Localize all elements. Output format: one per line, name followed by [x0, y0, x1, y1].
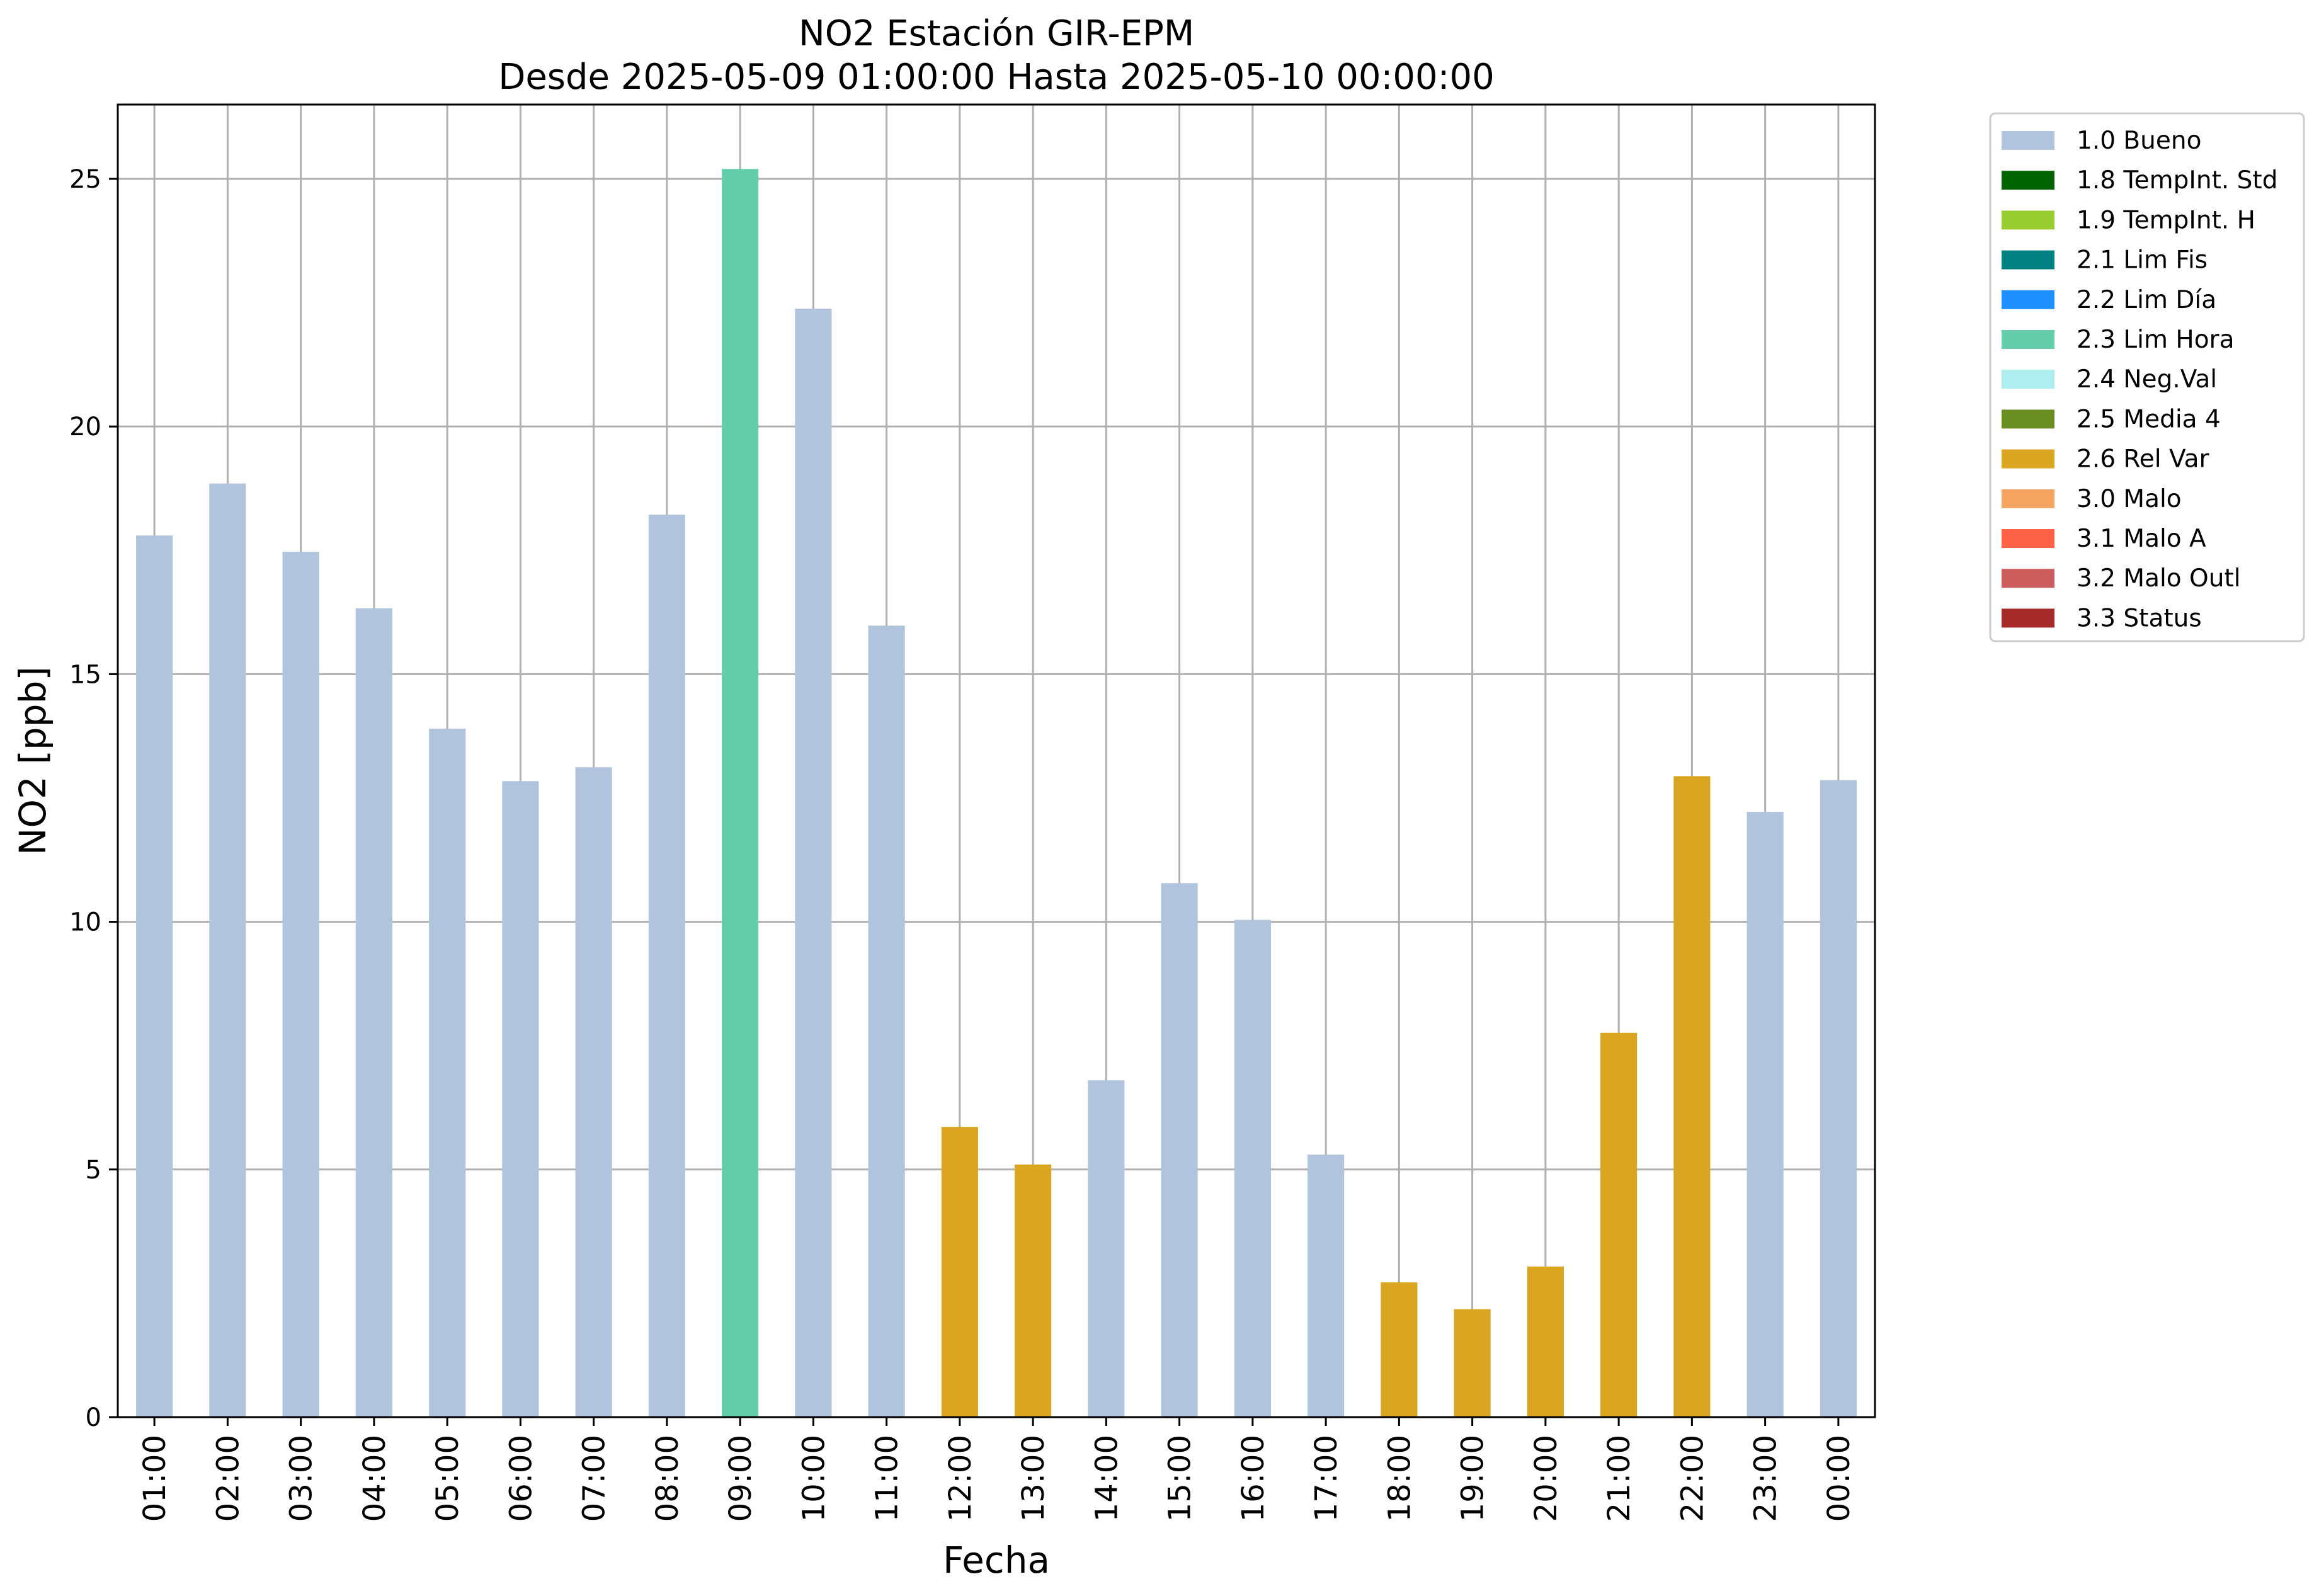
bar [1161, 883, 1198, 1417]
bar [575, 767, 612, 1417]
legend-label: 3.1 Malo A [2077, 525, 2206, 553]
bar [1454, 1309, 1491, 1417]
x-tick-label: 09:00 [723, 1435, 758, 1522]
legend-swatch [2002, 529, 2054, 548]
bar [1234, 920, 1271, 1417]
legend-swatch [2002, 131, 2054, 150]
bar [1381, 1282, 1418, 1417]
legend-swatch [2002, 210, 2054, 230]
x-tick-label: 17:00 [1309, 1435, 1344, 1522]
bar [795, 309, 832, 1417]
bars [136, 169, 1857, 1418]
legend-label: 3.3 Status [2077, 604, 2202, 632]
y-axis: 0 5 10 15 20 25 [69, 165, 118, 1432]
legend-label: 1.0 Bueno [2077, 127, 2201, 155]
legend-label: 2.5 Media 4 [2077, 405, 2221, 433]
bar [1746, 812, 1784, 1417]
legend-label: 1.8 TempInt. Std [2077, 166, 2277, 195]
legend-items: 1.0 Bueno 1.8 TempInt. Std 1.9 TempInt. H 2… [2002, 127, 2277, 632]
chart-title-line1: NO2 Estación GIR-EPM [799, 13, 1194, 54]
y-axis-label: NO2 [ppb] [11, 666, 54, 855]
y-tick-label: 5 [86, 1156, 101, 1185]
legend-swatch [2002, 370, 2054, 389]
x-tick-label: 20:00 [1529, 1435, 1564, 1522]
legend-label: 3.2 Malo Outl [2077, 564, 2241, 593]
x-tick-label: 05:00 [430, 1435, 465, 1522]
x-axis: 01:00 02:00 03:00 04:00 05:00 06:00 07:00 08:00… [137, 1417, 1857, 1522]
x-tick-label: 07:00 [577, 1435, 612, 1522]
legend-label: 2.6 Rel Var [2077, 445, 2210, 474]
legend-swatch [2002, 290, 2054, 309]
legend-label: 3.0 Malo [2077, 485, 2182, 513]
plot-frame [117, 103, 1876, 1418]
bar [1600, 1032, 1638, 1417]
bar [282, 552, 319, 1417]
x-tick-label: 21:00 [1602, 1435, 1637, 1522]
bar [136, 535, 173, 1417]
bar [1015, 1164, 1052, 1417]
x-tick-label: 12:00 [943, 1435, 978, 1522]
y-tick-label: 0 [86, 1403, 101, 1432]
bar [868, 625, 905, 1418]
legend-label: 2.2 Lim Día [2077, 286, 2216, 314]
bar [1088, 1080, 1125, 1417]
x-tick-label: 01:00 [137, 1435, 173, 1522]
bar [429, 728, 466, 1417]
x-axis-label: Fecha [943, 1539, 1050, 1582]
legend-swatch [2002, 409, 2054, 429]
bar [722, 169, 759, 1418]
x-tick-label: 15:00 [1163, 1435, 1198, 1522]
legend-swatch [2002, 250, 2054, 270]
y-tick-label: 25 [69, 165, 101, 194]
bar [1673, 776, 1711, 1417]
y-tick-label: 20 [69, 413, 101, 442]
legend: 1.0 Bueno 1.8 TempInt. Std 1.9 TempInt. H 2… [1989, 112, 2305, 642]
x-tick-label: 06:00 [503, 1435, 538, 1522]
legend-swatch [2002, 569, 2054, 588]
bar [1820, 780, 1857, 1417]
legend-swatch [2002, 489, 2054, 508]
x-tick-label: 16:00 [1236, 1435, 1271, 1522]
legend-label: 2.3 Lim Hora [2077, 326, 2235, 354]
x-tick-label: 19:00 [1456, 1435, 1491, 1522]
x-tick-label: 00:00 [1821, 1435, 1857, 1522]
bar [355, 608, 392, 1417]
bar [1308, 1154, 1345, 1417]
legend-box [1989, 112, 2305, 642]
x-tick-label: 02:00 [210, 1435, 246, 1522]
x-tick-label: 11:00 [870, 1435, 905, 1522]
legend-label: 2.4 Neg.Val [2077, 365, 2217, 394]
x-tick-label: 18:00 [1382, 1435, 1417, 1522]
bar [209, 483, 246, 1417]
bar [648, 515, 685, 1418]
x-tick-label: 08:00 [650, 1435, 685, 1522]
legend-swatch [2002, 608, 2054, 628]
x-tick-label: 14:00 [1089, 1435, 1124, 1522]
bar [941, 1127, 978, 1417]
legend-swatch [2002, 449, 2054, 469]
chart-title-line2: Desde 2025-05-09 01:00:00 Hasta 2025-05-… [498, 57, 1495, 98]
bar [502, 781, 539, 1417]
x-tick-label: 10:00 [796, 1435, 831, 1522]
bar [1527, 1266, 1564, 1417]
legend-swatch [2002, 330, 2054, 349]
legend-label: 2.1 Lim Fis [2077, 246, 2208, 275]
x-tick-label: 22:00 [1675, 1435, 1710, 1522]
x-tick-label: 03:00 [284, 1435, 319, 1522]
legend-swatch [2002, 171, 2054, 190]
x-tick-label: 04:00 [357, 1435, 392, 1522]
y-tick-label: 15 [69, 660, 101, 689]
x-tick-label: 13:00 [1016, 1435, 1051, 1522]
x-tick-label: 23:00 [1748, 1435, 1784, 1522]
legend-label: 1.9 TempInt. H [2077, 206, 2255, 234]
y-tick-label: 10 [69, 908, 101, 937]
